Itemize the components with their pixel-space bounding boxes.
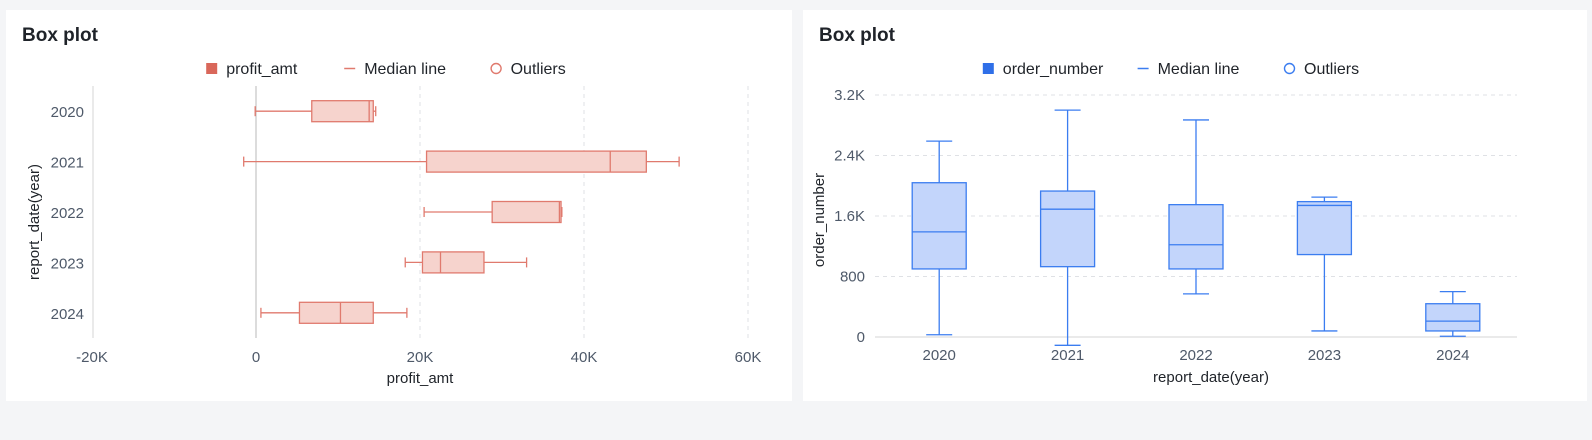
y-tick-label: 2022 bbox=[51, 205, 84, 222]
y-axis-title: order_number bbox=[811, 173, 828, 267]
box-2020 bbox=[254, 100, 377, 123]
y-axis-title: report_date(year) bbox=[26, 164, 43, 280]
y-tick-label: 1.6K bbox=[834, 208, 865, 225]
x-tick-label: 0 bbox=[252, 349, 260, 366]
x-tick-label: 2021 bbox=[1051, 347, 1084, 364]
x-tick-label: 2023 bbox=[1308, 347, 1341, 364]
iqr-box bbox=[491, 200, 562, 224]
y-tick-label: 2023 bbox=[51, 255, 84, 272]
box-2023 bbox=[404, 251, 528, 274]
box-plot-card-orders: Box plot order_number Median line Outliers… bbox=[803, 10, 1587, 401]
legend-median-label: Median line bbox=[364, 61, 446, 78]
x-tick-label: 2020 bbox=[923, 347, 956, 364]
box-plot-card-profit: Box plot profit_amt Median line Outliers -2… bbox=[6, 10, 792, 401]
y-tick-label: 2.4K bbox=[834, 148, 865, 165]
legend-circle-icon bbox=[490, 62, 502, 75]
x-tick-label: 2024 bbox=[1436, 347, 1469, 364]
y-tick-label: 2021 bbox=[51, 155, 84, 172]
iqr-box bbox=[1168, 204, 1224, 270]
box-plot-orders-chart: order_number Median line Outliers 0 800 1.6K 2… bbox=[811, 61, 1517, 386]
iqr-box bbox=[425, 150, 647, 173]
y-tick-label: 0 bbox=[857, 329, 865, 346]
box-2023 bbox=[1296, 196, 1353, 332]
x-tick-label: 20K bbox=[407, 349, 434, 366]
box-2022 bbox=[423, 200, 563, 224]
y-tick-label: 800 bbox=[840, 269, 865, 286]
legend-series-label: profit_amt bbox=[226, 61, 298, 78]
box-2020 bbox=[911, 140, 967, 336]
legend-outliers-label: Outliers bbox=[511, 61, 566, 78]
legend-median-label: Median line bbox=[1158, 61, 1240, 78]
iqr-box bbox=[421, 251, 485, 274]
x-tick-label: 2022 bbox=[1179, 347, 1212, 364]
box-2021 bbox=[1039, 109, 1096, 346]
iqr-box bbox=[1425, 303, 1481, 332]
x-tick-label: -20K bbox=[76, 349, 108, 366]
legend-square-icon bbox=[206, 63, 218, 74]
iqr-box bbox=[298, 301, 374, 324]
iqr-box bbox=[911, 182, 967, 270]
x-tick-label: 40K bbox=[571, 349, 598, 366]
iqr-box bbox=[1039, 190, 1096, 268]
box-2024 bbox=[260, 301, 408, 324]
y-tick-label: 2024 bbox=[51, 306, 84, 323]
box-2022 bbox=[1168, 119, 1224, 295]
x-tick-label: 60K bbox=[735, 349, 762, 366]
iqr-box bbox=[1296, 200, 1353, 256]
y-tick-label: 3.2K bbox=[834, 87, 865, 104]
box-2024 bbox=[1425, 290, 1481, 337]
x-axis-title: report_date(year) bbox=[1153, 369, 1269, 386]
legend-outliers-label: Outliers bbox=[1304, 61, 1359, 78]
chart-title: Box plot bbox=[22, 25, 98, 46]
box-2021 bbox=[243, 150, 680, 173]
y-tick-label: 2020 bbox=[51, 104, 84, 121]
legend-circle-icon bbox=[1283, 62, 1296, 75]
iqr-box bbox=[311, 100, 374, 123]
x-axis-title: profit_amt bbox=[387, 370, 455, 387]
legend-square-icon bbox=[982, 63, 994, 74]
legend-series-label: order_number bbox=[1003, 61, 1104, 78]
box-plot-profit-chart: profit_amt Median line Outliers -20K 0 20K 40K… bbox=[26, 61, 762, 387]
chart-title: Box plot bbox=[819, 25, 895, 46]
